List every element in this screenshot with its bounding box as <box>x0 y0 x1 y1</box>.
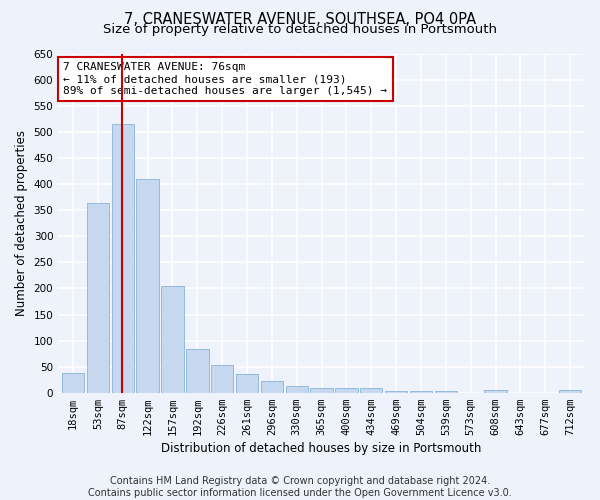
Bar <box>236 374 258 392</box>
Bar <box>260 381 283 392</box>
Bar <box>310 388 333 392</box>
Bar <box>385 391 407 392</box>
Bar <box>559 390 581 392</box>
Y-axis label: Number of detached properties: Number of detached properties <box>15 130 28 316</box>
Text: 7 CRANESWATER AVENUE: 76sqm
← 11% of detached houses are smaller (193)
89% of se: 7 CRANESWATER AVENUE: 76sqm ← 11% of det… <box>64 62 388 96</box>
Bar <box>410 391 432 392</box>
Text: 7, CRANESWATER AVENUE, SOUTHSEA, PO4 0PA: 7, CRANESWATER AVENUE, SOUTHSEA, PO4 0PA <box>124 12 476 28</box>
X-axis label: Distribution of detached houses by size in Portsmouth: Distribution of detached houses by size … <box>161 442 482 455</box>
Bar <box>434 391 457 392</box>
Bar <box>186 349 209 393</box>
Text: Size of property relative to detached houses in Portsmouth: Size of property relative to detached ho… <box>103 22 497 36</box>
Bar <box>360 388 382 392</box>
Bar <box>335 388 358 392</box>
Bar <box>161 286 184 393</box>
Bar <box>87 202 109 392</box>
Bar <box>211 364 233 392</box>
Bar <box>286 386 308 392</box>
Bar <box>484 390 507 392</box>
Bar <box>62 373 84 392</box>
Bar <box>136 179 159 392</box>
Bar <box>112 124 134 392</box>
Text: Contains HM Land Registry data © Crown copyright and database right 2024.
Contai: Contains HM Land Registry data © Crown c… <box>88 476 512 498</box>
